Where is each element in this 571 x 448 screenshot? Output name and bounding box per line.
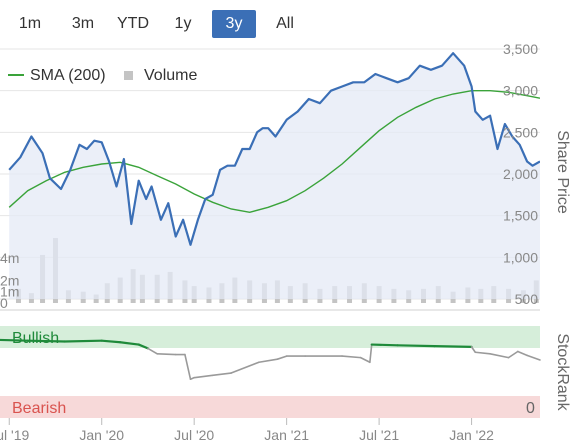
price-axis-ticks: 3,500 3,000 2,500 2,000 1,500 1,000 500 [503, 41, 538, 307]
stockrank-segment [26, 339, 66, 343]
stockrank-segment [147, 347, 158, 355]
stockrank-segment [396, 344, 436, 348]
stockrank-segment [276, 355, 288, 360]
stockrank-segment [193, 374, 214, 379]
share-price-area [9, 53, 540, 300]
range-tab-all[interactable]: All [276, 15, 294, 32]
price-axis-title: Share Price [554, 130, 571, 214]
price-tick-label: 1,500 [503, 208, 538, 224]
volume-tick-label: 2m [0, 272, 19, 288]
x-tick-label: Jan '21 [264, 427, 309, 443]
volume-tick-label: 4m [0, 250, 19, 266]
bullish-zone [0, 326, 540, 348]
stockrank-segment [100, 339, 122, 344]
x-tick-label: Jul '20 [174, 427, 214, 443]
stockrank-segment [63, 339, 103, 343]
stockrank-segment [474, 351, 491, 355]
stockrank-segment [359, 356, 371, 364]
range-tab-1y[interactable]: 1y [174, 15, 192, 32]
x-tick-label: Jul '21 [359, 427, 399, 443]
stockrank-segment [230, 361, 260, 374]
stockrank-axis-title: StockRank [554, 333, 571, 411]
price-tick-label: 2,000 [503, 166, 538, 182]
chart-legend: SMA (200) Volume [8, 67, 197, 84]
sma-200-line [8, 90, 540, 214]
stockrank-segment [0, 338, 29, 342]
stockrank-segment [119, 341, 140, 346]
price-tick-label: 2,500 [503, 124, 538, 140]
bullish-zone-label: Bullish [12, 330, 59, 347]
price-tick-label: 500 [515, 291, 539, 307]
stockrank-segment [137, 343, 150, 350]
legend-volume-swatch [124, 71, 133, 80]
price-tick-label: 3,000 [503, 83, 538, 99]
x-tick-label: Jan '22 [449, 427, 494, 443]
stockrank-segment [526, 354, 541, 361]
stockrank-segment [489, 352, 510, 359]
stockrank-min-label: 0 [526, 400, 535, 417]
range-tab-1m[interactable]: 1m [18, 15, 42, 32]
volume-tick-label: 0 [0, 295, 8, 311]
legend-sma-label: SMA (200) [30, 67, 106, 84]
x-tick-label: Jul '19 [0, 427, 29, 443]
stockrank-segment [211, 372, 232, 377]
stockrank-segment [470, 346, 477, 354]
bearish-zone [0, 396, 540, 418]
volume-tick-label: 1m [0, 284, 19, 300]
stockrank-segment [369, 343, 373, 364]
share-price-line [8, 52, 540, 246]
stockrank-segment [517, 350, 528, 357]
price-tick-label: 1,000 [503, 249, 538, 265]
legend-volume-label: Volume [144, 67, 197, 84]
stockrank-segment [507, 350, 519, 359]
bearish-zone-label: Bearish [12, 400, 66, 417]
stockrank-segment [258, 358, 279, 364]
stockrank-segment [433, 344, 473, 348]
date-axis-ticks: Jul '19 Jan '20 Jul '20 Jan '21 Jul '21 Jan '… [0, 418, 494, 443]
stockrank-line [0, 338, 541, 381]
range-tab-3y[interactable]: 3y [212, 10, 256, 38]
stockrank-segment [156, 352, 177, 356]
x-tick-label: Jan '20 [79, 427, 124, 443]
stockrank-segment [370, 343, 399, 347]
range-tab-3m[interactable]: 3m [71, 15, 95, 32]
range-tab-ytd[interactable]: YTD [117, 15, 149, 32]
stockrank-segment [184, 353, 192, 381]
price-tick-label: 3,500 [503, 41, 538, 57]
stockrank-segment [341, 355, 362, 359]
